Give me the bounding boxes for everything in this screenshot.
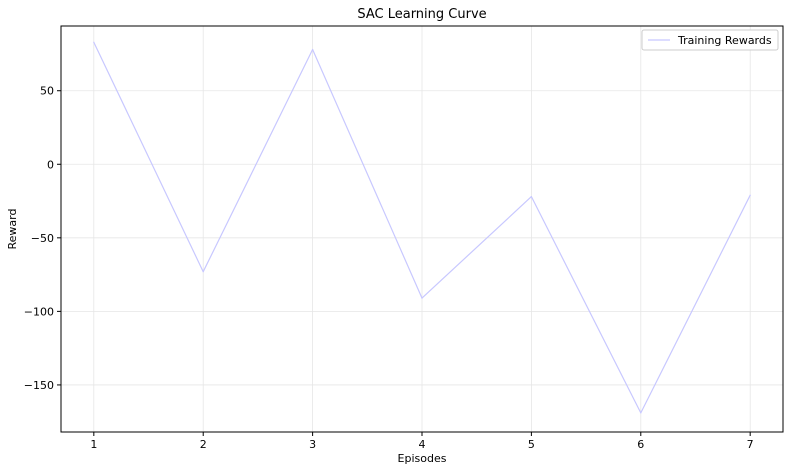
x-tick-label: 5 (528, 438, 535, 451)
data-point (93, 41, 95, 43)
x-tick-label: 4 (419, 438, 426, 451)
x-axis-title: Episodes (398, 452, 447, 465)
legend-label: Training Rewards (677, 34, 772, 47)
y-tick-label: −150 (24, 379, 54, 392)
y-axis-title: Reward (6, 209, 19, 250)
data-point (749, 194, 751, 196)
grid (61, 26, 783, 432)
y-tick-label: 0 (47, 158, 54, 171)
y-tick-label: 50 (40, 85, 54, 98)
legend-box (641, 29, 779, 51)
y-tick-label: −50 (31, 232, 54, 245)
legend: Training Rewards (641, 29, 779, 51)
chart-title: SAC Learning Curve (357, 7, 486, 22)
series-layer (93, 41, 751, 414)
x-tick-label: 7 (747, 438, 754, 451)
data-point (421, 297, 423, 299)
data-point (530, 196, 532, 198)
x-tick-label: 1 (90, 438, 97, 451)
data-point (202, 271, 204, 273)
y-axis: −150 −100 −50 0 50 (24, 85, 61, 392)
x-tick-label: 3 (309, 438, 316, 451)
x-tick-label: 6 (637, 438, 644, 451)
data-point (640, 412, 642, 414)
y-tick-label: −100 (24, 305, 54, 318)
x-tick-label: 2 (200, 438, 207, 451)
x-axis: 1 2 3 4 5 6 7 (90, 432, 754, 451)
data-point (312, 48, 314, 51)
